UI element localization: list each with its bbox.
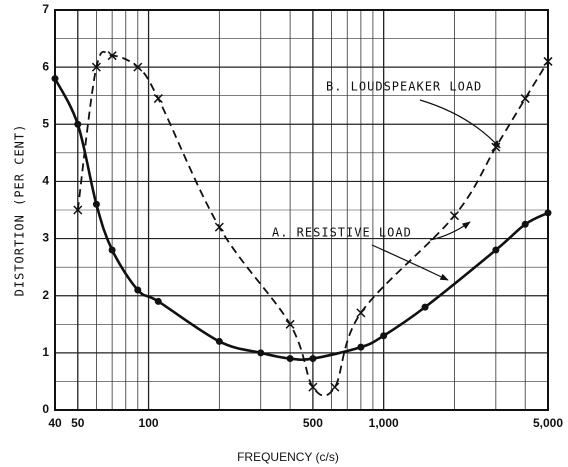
y-tick-label: 3 [42,231,49,245]
point [380,332,388,340]
x-tick-label: 40 [48,416,62,430]
point [134,286,142,294]
x-tick-label: 500 [303,416,323,430]
point [133,62,143,72]
x-tick-label: 5,000 [533,416,563,430]
point [544,209,552,217]
point [285,319,295,329]
point [91,62,101,72]
y-tick-label: 7 [42,2,49,16]
x-tick-label: 50 [71,416,85,430]
point [492,246,500,254]
y-tick-label: 5 [42,116,49,130]
point [51,75,59,83]
plot: 40 50 100 500 1,000 5,000 0 1 2 3 4 5 6 7 [42,2,563,430]
point [257,349,265,357]
point [215,337,223,345]
point [356,308,366,318]
y-tick-label: 2 [42,288,49,302]
point [520,94,530,104]
annotation: B. LOUDSPEAKER LOAD [326,80,482,94]
arrows [371,99,501,281]
point [521,220,529,228]
y-tick-label: 6 [42,59,49,73]
y-axis-label: DISTORTION (PER CENT) [13,124,27,297]
x-tick-label: 1,000 [369,416,399,430]
point [107,51,117,61]
series-line [53,77,549,361]
y-tick-label: 0 [42,402,49,416]
point [308,382,318,392]
y-tick-label: 1 [42,345,49,359]
y-tick-label: 4 [42,174,49,188]
x-tick-label: 100 [139,416,159,430]
point [74,120,82,128]
point [286,355,294,363]
point [330,382,340,392]
point [309,355,317,363]
point [108,246,116,254]
point [214,222,224,232]
annotation: A. RESISTIVE LOAD [272,226,412,240]
point [92,200,100,208]
point [543,56,553,66]
point [153,94,163,104]
point [73,205,83,215]
point [449,211,459,221]
point [154,297,162,305]
x-axis-label: FREQUENCY (c/s) [237,450,339,464]
point [421,303,429,311]
point [357,343,365,351]
